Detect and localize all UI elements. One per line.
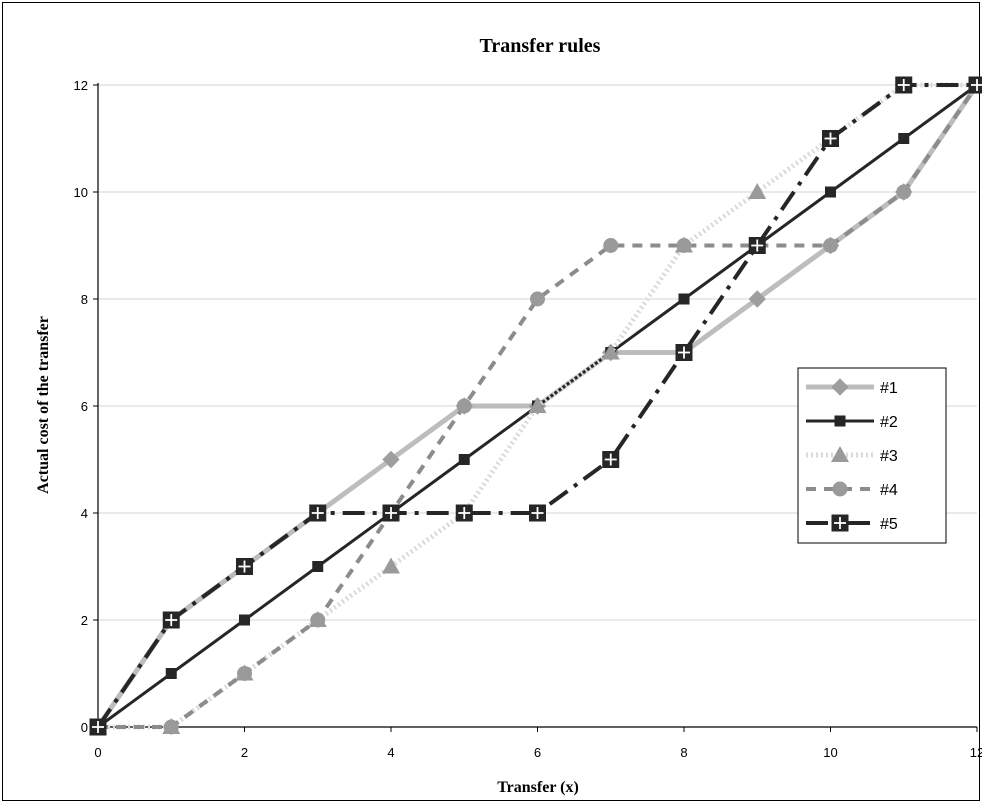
square-plus-marker [675, 344, 693, 361]
triangle-marker [831, 446, 849, 462]
square-marker [239, 614, 250, 626]
legend-item: #5 [806, 514, 898, 533]
legend-label: #2 [880, 414, 898, 431]
square-plus-marker [822, 130, 839, 147]
legend-label: #1 [880, 380, 898, 397]
diamond-marker [748, 290, 766, 308]
square-plus-marker [309, 504, 327, 522]
triangle-marker [528, 397, 547, 413]
square-plus-marker [968, 76, 982, 94]
y-axis-ticks: 0 2 4 6 8 10 12 [74, 78, 98, 735]
y-tick-label: 0 [81, 720, 88, 735]
triangle-marker [382, 557, 400, 574]
y-tick-label: 4 [81, 506, 88, 521]
square-marker [678, 293, 690, 305]
y-axis-title: Actual cost of the transfer [35, 316, 52, 494]
square-plus-marker [529, 504, 546, 522]
x-axis-ticks: 0 2 4 6 8 10 12 [94, 727, 982, 760]
legend-item: #4 [806, 481, 898, 499]
square-marker [458, 454, 470, 465]
square-plus-marker [455, 504, 473, 522]
legend: #1 #2 #3 #4 #5 [797, 367, 947, 544]
x-tick-label: 4 [387, 745, 394, 760]
y-tick-label: 2 [81, 613, 88, 628]
circle-marker [603, 238, 619, 253]
square-marker [165, 668, 177, 679]
square-plus-marker [236, 558, 253, 575]
x-tick-label: 2 [241, 745, 248, 760]
circle-marker [530, 291, 545, 307]
square-marker [898, 133, 910, 144]
legend-label: #4 [880, 482, 898, 499]
square-plus-marker [895, 76, 913, 94]
triangle-marker [601, 343, 620, 360]
square-marker [825, 186, 836, 198]
circle-marker [237, 666, 252, 681]
x-tick-label: 6 [534, 745, 541, 760]
x-tick-label: 8 [680, 745, 687, 760]
circle-marker [896, 184, 912, 200]
square-plus-marker [602, 451, 620, 468]
chart-title: Transfer rules [480, 35, 601, 57]
square-plus-marker [831, 514, 849, 532]
x-axis-title: Transfer (x) [497, 779, 579, 796]
circle-marker [456, 398, 472, 414]
circle-marker [676, 238, 692, 253]
series-group [89, 76, 982, 736]
legend-label: #5 [880, 516, 898, 533]
y-tick-label: 10 [74, 185, 88, 200]
circle-marker [832, 481, 848, 497]
legend-item: #2 [806, 414, 898, 431]
x-tick-label: 10 [823, 745, 837, 760]
legend-item: #3 [806, 446, 898, 465]
circle-marker [823, 238, 838, 253]
circle-marker [310, 612, 326, 628]
square-plus-marker [162, 611, 180, 629]
y-tick-label: 6 [81, 399, 88, 414]
x-tick-label: 12 [970, 745, 982, 760]
diamond-marker [831, 378, 849, 396]
series-n5 [89, 76, 982, 736]
legend-label: #3 [880, 448, 898, 465]
x-tick-label: 0 [94, 745, 101, 760]
square-marker [312, 561, 324, 572]
legend-item: #1 [806, 378, 898, 397]
diamond-marker [382, 450, 400, 469]
y-tick-label: 8 [81, 292, 88, 307]
y-tick-label: 12 [74, 78, 88, 93]
circle-marker [163, 719, 179, 735]
square-plus-marker [382, 504, 400, 522]
square-plus-marker [748, 237, 766, 254]
square-plus-marker [89, 718, 107, 736]
square-marker [834, 415, 846, 427]
triangle-marker [748, 183, 767, 199]
